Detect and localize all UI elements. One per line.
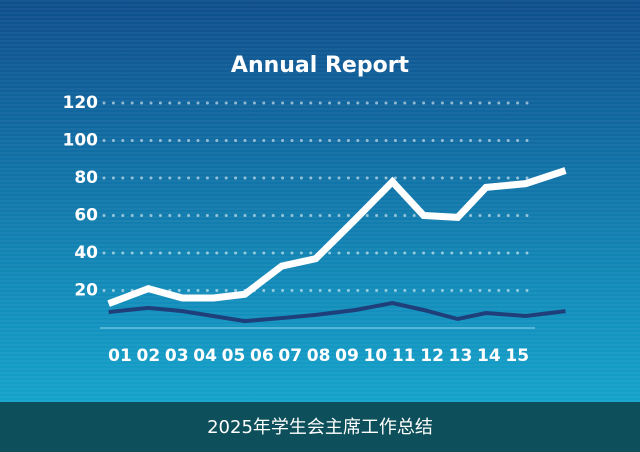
x-tick-label: 15	[505, 346, 529, 366]
x-tick-label: 07	[278, 346, 302, 366]
y-tick-label: 20	[74, 281, 98, 301]
x-tick-label: 13	[449, 346, 473, 366]
x-tick-label: 12	[420, 346, 444, 366]
chart-title: Annual Report	[231, 53, 410, 78]
x-tick-label: 09	[335, 346, 359, 366]
series-line	[107, 167, 567, 307]
y-tick-label: 40	[74, 243, 98, 263]
x-tick-label: 04	[193, 346, 217, 366]
y-tick-label: 120	[63, 93, 99, 113]
x-tick-label: 01	[108, 346, 132, 366]
x-tick-label: 06	[250, 346, 274, 366]
series-line	[108, 301, 566, 324]
x-tick-label: 02	[137, 346, 161, 366]
x-tick-label: 08	[307, 346, 331, 366]
x-tick-label: 05	[222, 346, 246, 366]
x-tick-label: 14	[477, 346, 501, 366]
y-tick-label: 60	[74, 206, 98, 226]
x-tick-label: 10	[364, 346, 388, 366]
y-tick-label: 100	[63, 131, 99, 151]
x-tick-label: 11	[392, 346, 416, 366]
texture	[0, 0, 640, 402]
x-tick-label: 03	[165, 346, 189, 366]
caption-bar	[0, 402, 640, 452]
caption: 2025年学生会主席工作总结	[207, 417, 433, 438]
y-tick-label: 80	[74, 168, 98, 188]
